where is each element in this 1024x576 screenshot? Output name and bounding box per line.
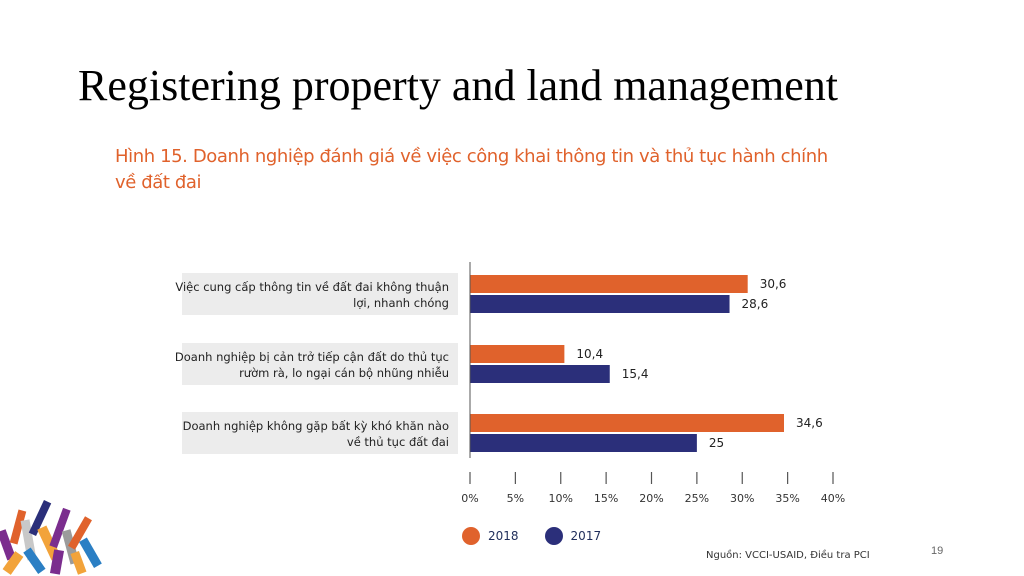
bar-2017-1: [470, 295, 730, 313]
data-label-2018-1: 30,6: [760, 277, 787, 291]
legend-swatch-2018: [462, 527, 480, 545]
bar-2018-3: [470, 414, 784, 432]
data-label-2017-1: 28,6: [742, 297, 769, 311]
data-label-2018-2: 10,4: [576, 347, 603, 361]
bar-2017-3: [470, 434, 697, 452]
legend-item-2018: 2018: [462, 527, 519, 545]
x-tick-label: 35%: [775, 492, 799, 505]
legend-label-2018: 2018: [488, 529, 519, 543]
decorative-logo-icon: [0, 499, 102, 575]
x-tick-label: 20%: [639, 492, 663, 505]
category-label: Việc cung cấp thông tin về đất đai không…: [175, 280, 449, 294]
category-label: Doanh nghiệp bị cản trở tiếp cận đất do …: [175, 350, 449, 364]
bar-2018-2: [470, 345, 565, 363]
figure-title-line-2: về đất đai: [115, 172, 202, 193]
source-note: Nguồn: VCCI-USAID, Điều tra PCI: [706, 550, 870, 561]
x-tick-label: 10%: [549, 492, 573, 505]
bar-2017-2: [470, 365, 610, 383]
x-tick-label: 5%: [507, 492, 524, 505]
category-label-box: [182, 412, 458, 454]
category-label-box: [182, 343, 458, 385]
legend-item-2017: 2017: [544, 527, 602, 545]
x-tick-label: 40%: [821, 492, 845, 505]
slide-title: Registering property and land management: [78, 61, 838, 110]
bar-2018-1: [470, 275, 748, 293]
data-label-2017-3: 25: [709, 436, 724, 450]
x-tick-label: 0%: [461, 492, 478, 505]
legend-label-2017: 2017: [570, 529, 602, 543]
category-label: rườm rà, lo ngại cán bộ nhũng nhiễu: [239, 366, 449, 380]
category-label: về thủ tục đất đai: [347, 435, 449, 449]
figure-title-line-1: Hình 15. Doanh nghiệp đánh giá về việc c…: [115, 146, 828, 167]
category-label: lợi, nhanh chóng: [353, 296, 449, 310]
x-tick-label: 30%: [730, 492, 754, 505]
figure-title: Hình 15. Doanh nghiệp đánh giá về việc c…: [115, 144, 915, 196]
category-label: Doanh nghiệp không gặp bất kỳ khó khăn n…: [183, 419, 449, 433]
x-tick-label: 15%: [594, 492, 618, 505]
legend-swatch-2017: [544, 527, 563, 545]
data-label-2018-3: 34,6: [796, 416, 823, 430]
x-tick-label: 25%: [685, 492, 709, 505]
page-number: 19: [931, 545, 944, 557]
chart-legend: 2018 2017: [462, 527, 601, 545]
data-label-2017-2: 15,4: [622, 367, 649, 381]
category-label-box: [182, 273, 458, 315]
